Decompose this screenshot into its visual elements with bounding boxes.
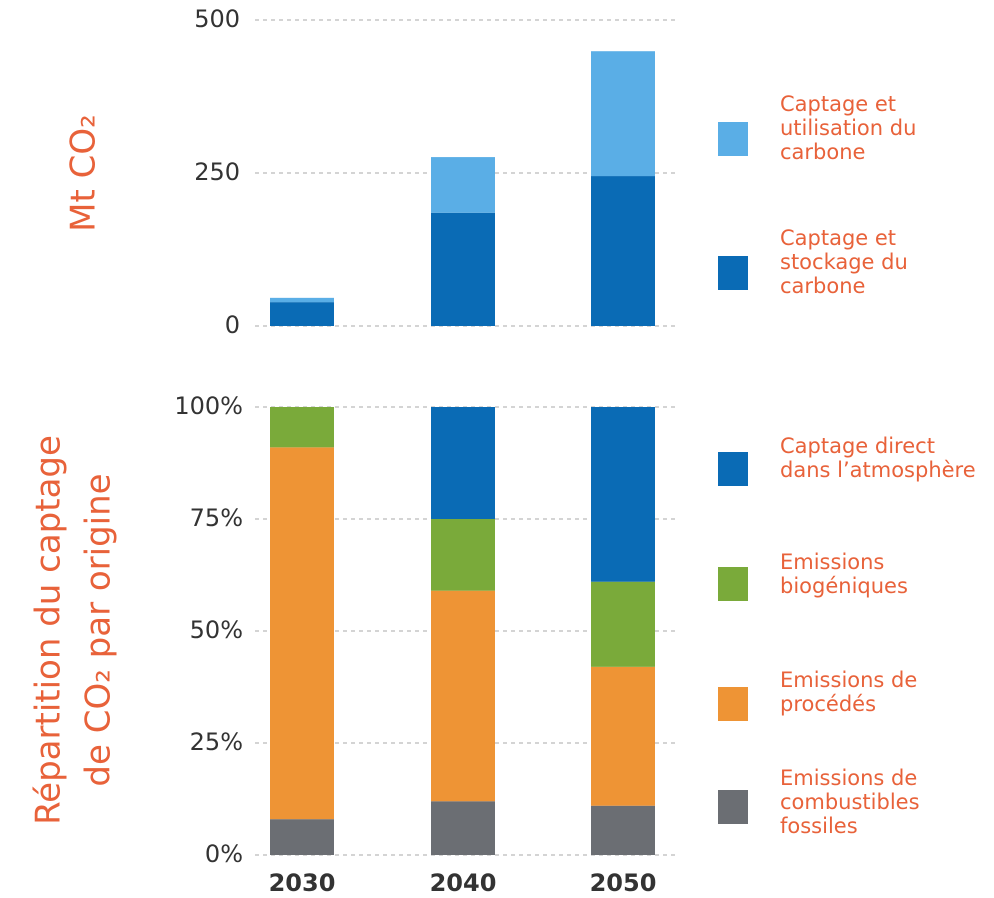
legend-label: Emissions de combustibles fossiles: [780, 766, 920, 838]
bar-segment: [591, 51, 655, 177]
bar-segment: [591, 666, 655, 806]
bar-segment: [431, 407, 495, 519]
x-tick-label: 2040: [430, 869, 497, 897]
y-tick-label: 75%: [190, 504, 243, 532]
bar-segment: [270, 297, 334, 303]
legend-label: Captage et stockage du carbone: [780, 226, 908, 298]
y-tick-label: 0%: [205, 840, 243, 868]
bar-segment: [270, 407, 334, 448]
legend-swatch: [718, 790, 748, 824]
y-tick-label: 25%: [190, 728, 243, 756]
y-axis-label: Mt CO₂: [64, 114, 104, 232]
legend-swatch: [718, 567, 748, 601]
x-tick-label: 2030: [269, 869, 336, 897]
legend-label: Emissions de procédés: [780, 668, 918, 716]
legend-label: Emissions biogéniques: [780, 550, 908, 598]
bar-segment: [591, 176, 655, 326]
bar-segment: [591, 581, 655, 667]
y-tick-label: 50%: [190, 616, 243, 644]
x-tick-label: 2050: [590, 869, 657, 897]
bar-segment: [270, 447, 334, 820]
y-tick-label: 500: [194, 5, 240, 33]
bar-segment: [431, 157, 495, 213]
y-tick-label: 100%: [174, 392, 243, 420]
bar-segment: [591, 407, 655, 582]
legend-label: Captage et utilisation du carbone: [780, 92, 917, 164]
bar-segment: [431, 212, 495, 326]
bar-segment: [431, 519, 495, 591]
bar-segment: [270, 819, 334, 855]
y-tick-label: 250: [194, 158, 240, 186]
y-axis-label: Répartition du captage: [29, 435, 69, 825]
y-tick-label: 0: [225, 311, 240, 339]
legend-swatch: [718, 452, 748, 486]
y-axis-label: de CO₂ par origine: [79, 473, 119, 786]
legend-swatch: [718, 256, 748, 290]
legend-label: Captage direct dans l’atmosphère: [780, 434, 976, 482]
bar-segment: [431, 590, 495, 802]
legend-swatch: [718, 687, 748, 721]
legend-swatch: [718, 122, 748, 156]
bar-segment: [591, 805, 655, 855]
bar-segment: [431, 801, 495, 855]
bar-segment: [270, 302, 334, 326]
